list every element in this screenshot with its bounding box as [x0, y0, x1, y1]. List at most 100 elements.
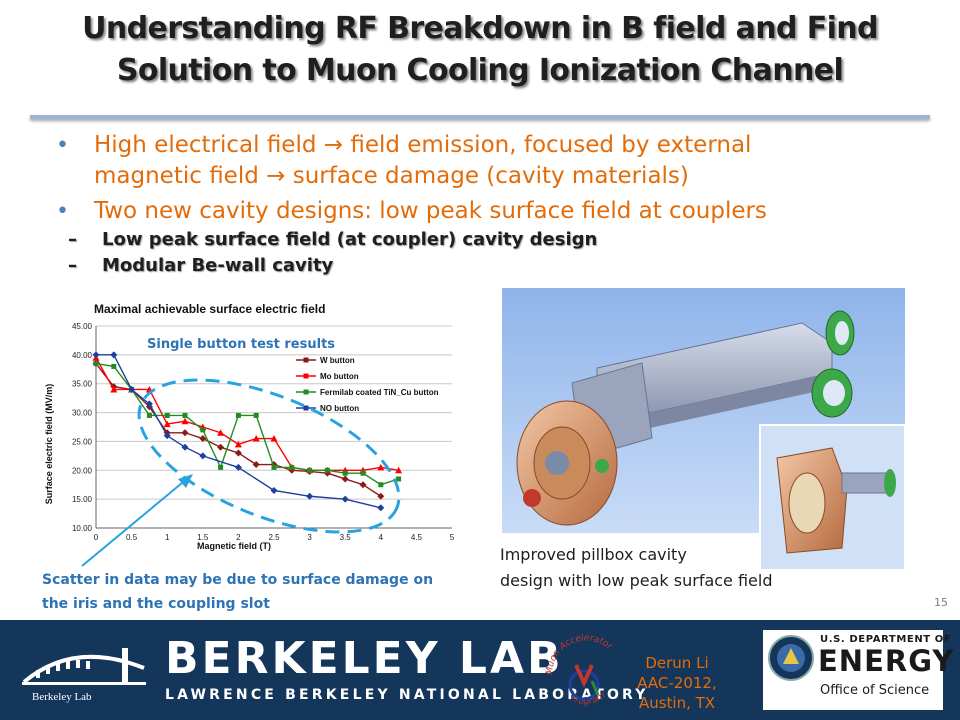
y-tick-label: 20.00: [72, 466, 93, 475]
data-point: [234, 440, 242, 448]
cavity-illustration: [502, 288, 905, 570]
data-point: [359, 481, 367, 489]
doe-department-label: U.S. DEPARTMENT OF: [820, 634, 952, 645]
x-tick-label: 1.5: [197, 533, 209, 542]
scatter-note: Scatter in data may be due to surface da…: [42, 568, 482, 616]
x-tick-label: 2.5: [268, 533, 280, 542]
title-divider: [30, 115, 930, 119]
x-tick-label: 3.5: [340, 533, 352, 542]
data-point: [252, 435, 260, 442]
legend-label: NO button: [320, 404, 359, 413]
data-point: [252, 461, 260, 469]
data-point: [163, 432, 171, 440]
data-point: [324, 467, 330, 473]
data-point: [128, 385, 136, 393]
chart-series: [92, 351, 403, 512]
doe-office-label: Office of Science: [820, 683, 930, 698]
coupler-green: [595, 459, 609, 473]
data-point: [253, 412, 259, 418]
slide-title-line1: Understanding RF Breakdown in B field an…: [82, 11, 878, 46]
scatter-note-line: the iris and the coupling slot: [42, 596, 270, 612]
data-point: [306, 492, 314, 500]
bullet-text-line: High electrical field → field emission, …: [94, 132, 752, 158]
data-point: [234, 449, 242, 457]
series-line: [96, 354, 381, 509]
doe-energy-label: ENERGY: [818, 644, 955, 678]
logo-tower: [122, 648, 128, 682]
data-point: [111, 363, 117, 369]
legend-marker: [303, 373, 309, 379]
y-tick-label: 10.00: [72, 524, 93, 533]
x-tick-label: 4.5: [411, 533, 423, 542]
data-point: [341, 495, 349, 503]
breakdown-chart: Maximal achievable surface electric fiel…: [34, 296, 460, 554]
data-point: [110, 351, 118, 359]
y-tick-label: 35.00: [72, 380, 93, 389]
series-line: [95, 357, 399, 471]
map-logo-ring: [568, 669, 600, 701]
x-tick-label: 2: [236, 533, 241, 542]
data-point: [396, 476, 402, 482]
sub-bullet-item: – Low peak surface field (at coupler) ca…: [56, 227, 906, 253]
data-point: [164, 412, 170, 418]
presenter-name: Derun Li: [645, 654, 709, 672]
data-point: [110, 385, 118, 393]
beam-port: [545, 451, 569, 475]
chart-overlay-label: Single button test results: [147, 337, 335, 352]
data-point: [200, 427, 206, 433]
data-point: [307, 467, 313, 473]
data-point: [377, 463, 385, 471]
data-point: [217, 429, 225, 436]
coupler-red: [523, 489, 541, 507]
x-tick-label: 3: [307, 533, 312, 542]
bullet-marker: •: [56, 199, 69, 224]
slide-title: Understanding RF Breakdown in B field an…: [20, 8, 940, 92]
data-point: [92, 351, 100, 359]
chart-legend: W button Mo button Fermilab coated TiN_Cu …: [296, 356, 439, 413]
muon-accelerator-logo: Muon Accelerator Program: [545, 633, 615, 707]
y-tick-label: 45.00: [72, 322, 93, 331]
legend-label: Fermilab coated TiN_Cu button: [320, 388, 439, 397]
data-point: [395, 466, 403, 474]
data-point: [342, 470, 348, 476]
data-point: [182, 412, 188, 418]
inset-pipe: [841, 472, 888, 494]
data-point: [360, 470, 366, 476]
legend-label: W button: [320, 356, 355, 365]
sub-bullet-text: Low peak surface field (at coupler) cavi…: [102, 229, 598, 250]
cavity-caption-line: Improved pillbox cavity: [500, 545, 687, 564]
data-point: [377, 504, 385, 512]
logo-windows: [36, 660, 90, 678]
legend-label: Mo button: [320, 372, 359, 381]
data-point: [163, 420, 171, 428]
data-point: [218, 464, 224, 470]
sub-bullet-dash: –: [68, 229, 77, 250]
slide-number: 15: [934, 596, 948, 609]
inset-window: [788, 472, 826, 534]
slide-title-line2: Solution to Muon Cooling Ionization Chan…: [116, 53, 844, 88]
sub-bullet-item: – Modular Be-wall cavity: [56, 253, 906, 279]
presenter-venue: AAC-2012, Austin, TX: [637, 674, 717, 712]
x-tick-label: 0: [94, 533, 99, 542]
data-point: [217, 443, 225, 451]
data-point: [341, 475, 349, 483]
data-point: [181, 443, 189, 451]
y-tick-label: 25.00: [72, 437, 93, 446]
legend-marker: [303, 389, 309, 395]
chart-x-label: Magnetic field (T): [197, 541, 271, 551]
bullet-text-line: magnetic field → surface damage (cavity …: [94, 163, 689, 189]
highlight-ellipse: [137, 378, 401, 534]
sub-bullet-text: Modular Be-wall cavity: [102, 255, 334, 276]
data-point: [93, 361, 99, 367]
data-point: [145, 400, 153, 408]
inset-flange: [884, 469, 896, 497]
y-tick-label: 15.00: [72, 495, 93, 504]
flange-top-hole: [835, 321, 849, 345]
bullet-item: • High electrical field → field emission…: [56, 130, 906, 192]
doe-seal-icon: [768, 635, 814, 681]
lab-name: BERKELEY LAB: [165, 633, 564, 684]
data-point: [199, 452, 207, 460]
data-point: [377, 492, 385, 500]
y-tick-label: 30.00: [72, 409, 93, 418]
berkeley-lab-logo: Berkeley Lab: [22, 648, 146, 703]
